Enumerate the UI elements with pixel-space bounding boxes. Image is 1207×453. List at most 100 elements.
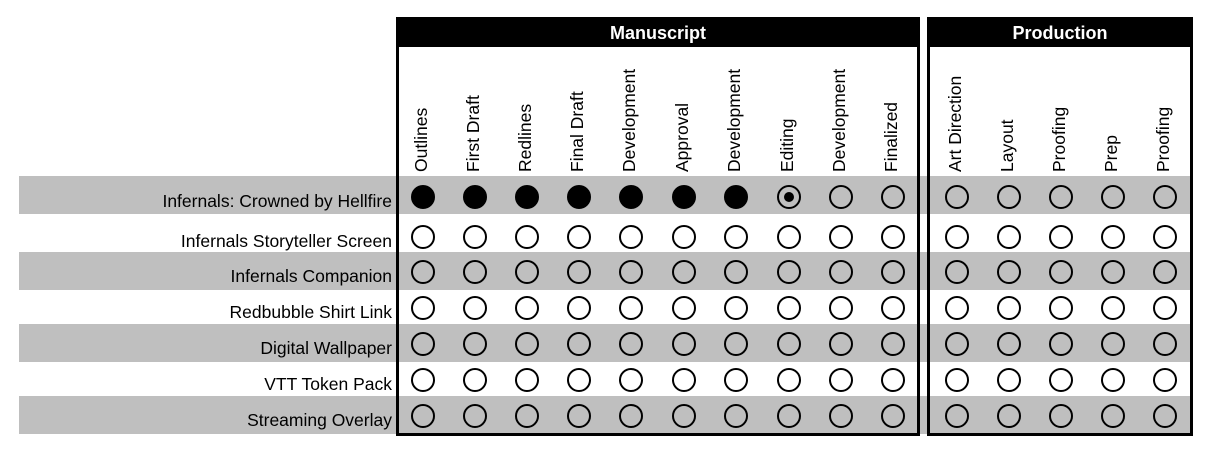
status-circle-not-started xyxy=(463,332,487,356)
status-circle-not-started xyxy=(619,260,643,284)
status-circle-not-started xyxy=(1153,296,1177,320)
column-header-label: Proofing xyxy=(1049,106,1069,172)
status-circle-not-started xyxy=(1153,260,1177,284)
status-circle-not-started xyxy=(463,260,487,284)
status-circle-not-started xyxy=(515,296,539,320)
column-header-label: Development xyxy=(829,68,849,172)
status-circle-not-started xyxy=(1049,185,1073,209)
column-header-label: Development xyxy=(724,68,744,172)
status-circle-not-started xyxy=(515,404,539,428)
status-circle-not-started xyxy=(619,296,643,320)
status-circle-not-started xyxy=(945,260,969,284)
column-header-label: Layout xyxy=(997,119,1017,172)
status-circle-complete xyxy=(619,185,643,209)
status-circle-not-started xyxy=(411,296,435,320)
status-circle-not-started xyxy=(1049,332,1073,356)
status-circle-not-started xyxy=(619,404,643,428)
status-circle-not-started xyxy=(567,404,591,428)
status-circle-not-started xyxy=(1153,404,1177,428)
status-circle-not-started xyxy=(672,296,696,320)
status-circle-not-started xyxy=(1101,404,1125,428)
status-circle-not-started xyxy=(724,404,748,428)
status-circle-not-started xyxy=(1049,404,1073,428)
column-header-label: Prep xyxy=(1101,135,1121,172)
status-circle-not-started xyxy=(777,332,801,356)
status-circle-not-started xyxy=(672,368,696,392)
status-circle-not-started xyxy=(829,260,853,284)
status-circle-not-started xyxy=(945,404,969,428)
status-circle-not-started xyxy=(945,185,969,209)
column-header-label: Proofing xyxy=(1153,106,1173,172)
status-circle-not-started xyxy=(567,260,591,284)
column-header-label: Finalized xyxy=(881,101,901,172)
status-circle-not-started xyxy=(997,404,1021,428)
status-circle-complete xyxy=(672,185,696,209)
status-circle-not-started xyxy=(619,225,643,249)
status-circle-not-started xyxy=(411,225,435,249)
status-circle-not-started xyxy=(1049,368,1073,392)
status-circle-not-started xyxy=(997,368,1021,392)
status-circle-not-started xyxy=(997,185,1021,209)
status-circle-not-started xyxy=(1049,260,1073,284)
status-circle-not-started xyxy=(672,404,696,428)
status-circle-not-started xyxy=(945,296,969,320)
status-circle-not-started xyxy=(881,332,905,356)
status-circle-not-started xyxy=(515,260,539,284)
status-circle-complete xyxy=(411,185,435,209)
status-circle-not-started xyxy=(1101,368,1125,392)
status-circle-not-started xyxy=(724,260,748,284)
status-circle-not-started xyxy=(567,368,591,392)
status-circle-not-started xyxy=(1101,296,1125,320)
status-circle-not-started xyxy=(1101,332,1125,356)
row-label: Streaming Overlay xyxy=(247,410,392,430)
column-header-label: Development xyxy=(619,68,639,172)
status-circle-not-started xyxy=(829,332,853,356)
status-circle-not-started xyxy=(777,296,801,320)
status-circle-not-started xyxy=(411,404,435,428)
status-circle-not-started xyxy=(1153,225,1177,249)
status-circle-not-started xyxy=(945,225,969,249)
group-header-manuscript: Manuscript xyxy=(396,17,920,47)
status-circle-not-started xyxy=(945,332,969,356)
status-circle-not-started xyxy=(1101,260,1125,284)
group-header-production: Production xyxy=(927,17,1193,47)
column-header-label: Art Direction xyxy=(945,75,965,172)
status-circle-not-started xyxy=(411,260,435,284)
status-circle-not-started xyxy=(1153,368,1177,392)
status-circle-not-started xyxy=(997,260,1021,284)
row-label: Digital Wallpaper xyxy=(260,338,392,358)
column-header-label: Final Draft xyxy=(567,91,587,172)
row-label: Infernals: Crowned by Hellfire xyxy=(162,191,392,211)
status-circle-complete xyxy=(515,185,539,209)
status-circle-not-started xyxy=(881,404,905,428)
column-header-label: Editing xyxy=(777,118,797,172)
status-circle-not-started xyxy=(881,368,905,392)
status-circle-not-started xyxy=(724,368,748,392)
status-circle-complete xyxy=(567,185,591,209)
status-circle-not-started xyxy=(515,332,539,356)
status-circle-not-started xyxy=(1153,185,1177,209)
status-circle-not-started xyxy=(881,260,905,284)
status-circle-not-started xyxy=(672,260,696,284)
status-circle-not-started xyxy=(829,185,853,209)
status-circle-not-started xyxy=(463,296,487,320)
status-circle-not-started xyxy=(724,332,748,356)
status-circle-not-started xyxy=(724,296,748,320)
status-circle-not-started xyxy=(1049,225,1073,249)
status-circle-not-started xyxy=(515,368,539,392)
status-circle-not-started xyxy=(1101,185,1125,209)
status-circle-not-started xyxy=(881,225,905,249)
status-circle-not-started xyxy=(1049,296,1073,320)
status-circle-not-started xyxy=(1153,332,1177,356)
status-circle-not-started xyxy=(411,368,435,392)
column-header-label: Approval xyxy=(672,102,692,172)
status-circle-not-started xyxy=(619,332,643,356)
column-header-label: Outlines xyxy=(411,107,431,172)
column-header-label: Redlines xyxy=(515,103,535,172)
status-circle-not-started xyxy=(829,368,853,392)
status-circle-not-started xyxy=(881,296,905,320)
status-circle-not-started xyxy=(619,368,643,392)
status-circle-not-started xyxy=(1101,225,1125,249)
status-circle-not-started xyxy=(829,225,853,249)
status-circle-not-started xyxy=(997,296,1021,320)
